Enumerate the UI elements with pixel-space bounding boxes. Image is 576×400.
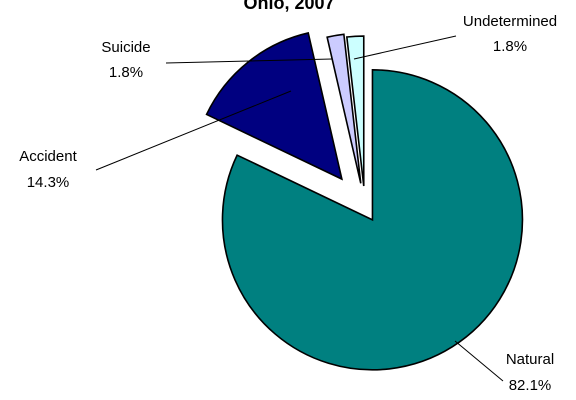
leader-line-suicide xyxy=(165,58,333,64)
pie-slices xyxy=(205,31,524,371)
slice-label-accident: Accident xyxy=(19,148,77,165)
leader-lines xyxy=(95,35,504,382)
leader-line-accident xyxy=(95,90,292,171)
chart-title: Ohio, 2007 xyxy=(243,0,334,13)
pie-slice-accident xyxy=(205,31,344,181)
slice-percent-suicide: 1.8% xyxy=(109,64,143,81)
leader-line-undetermined xyxy=(353,35,457,60)
slice-label-suicide: Suicide xyxy=(101,39,150,56)
slice-percent-accident: 14.3% xyxy=(27,174,70,191)
slice-labels: Natural 82.1% Accident 14.3% Suicide 1.8% Unde… xyxy=(19,13,557,394)
slice-percent-natural: 82.1% xyxy=(509,377,552,394)
leader-line-natural xyxy=(454,340,504,382)
pie-slice-natural xyxy=(221,69,524,371)
pie-slice-suicide xyxy=(326,33,362,184)
slice-percent-undetermined: 1.8% xyxy=(493,38,527,55)
slice-label-undetermined: Undetermined xyxy=(463,13,557,30)
pie-slice-undetermined xyxy=(345,35,365,187)
slice-label-natural: Natural xyxy=(506,351,554,368)
